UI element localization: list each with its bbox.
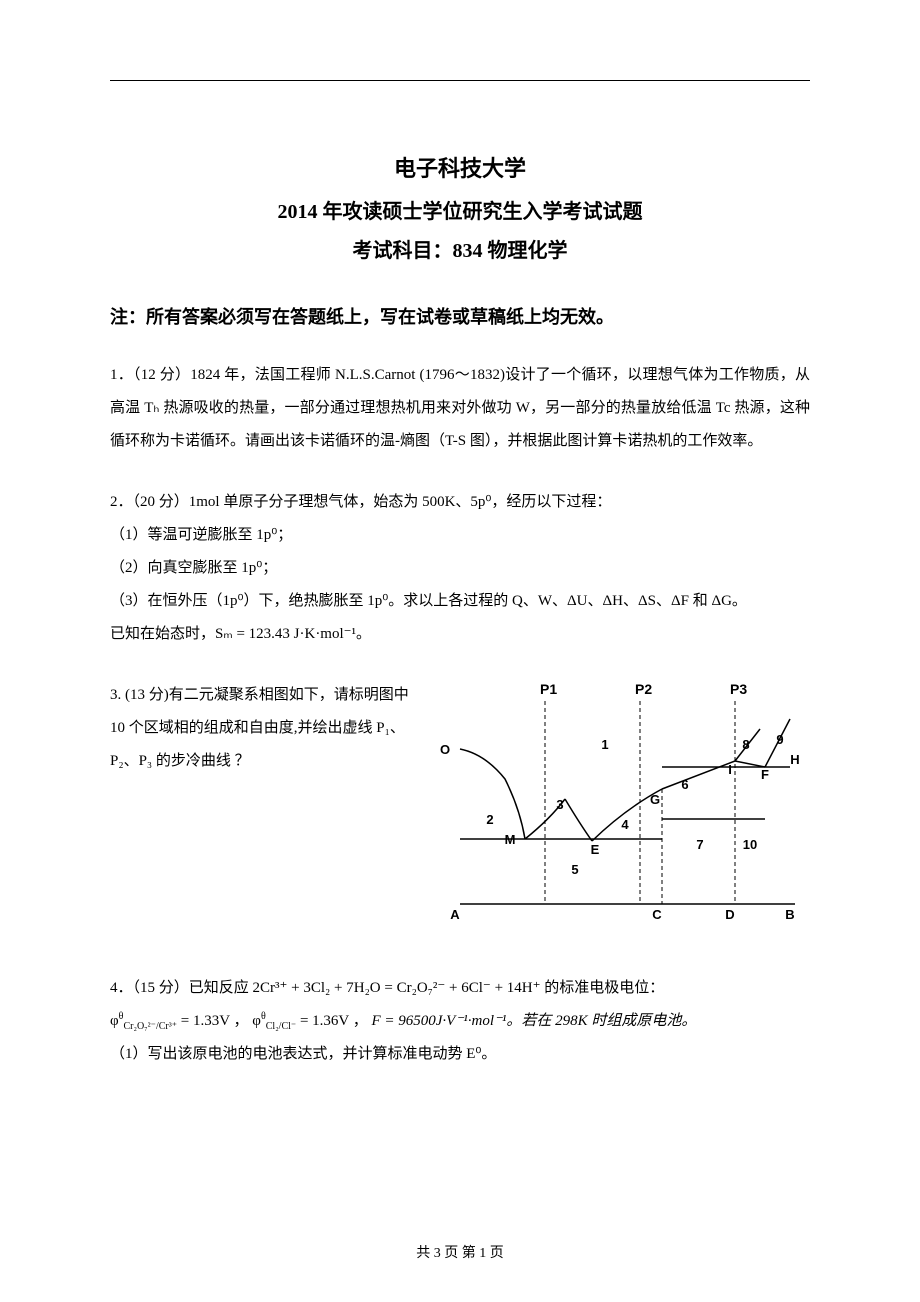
- exam-title: 2014 年攻读硕士学位研究生入学考试试题: [110, 195, 810, 224]
- svg-text:D: D: [725, 907, 734, 922]
- phi1-symbol: φ: [110, 1013, 119, 1029]
- q3-text: 3. (13 分)有二元凝聚系相图如下，请标明图中 10 个区域相的组成和自由度…: [110, 679, 410, 944]
- svg-text:B: B: [785, 907, 794, 922]
- svg-text:I: I: [728, 762, 732, 777]
- svg-text:3: 3: [556, 797, 563, 812]
- subject-line: 考试科目：834 物理化学: [110, 234, 810, 263]
- q2-item3: （3）在恒外压（1p⁰）下，绝热膨胀至 1p⁰。求以上各过程的 Q、W、ΔU、Δ…: [110, 585, 810, 618]
- phi1-sub: Cr₂O₇²⁻/Cr³⁺: [123, 1021, 177, 1032]
- q4-formula: φθCr₂O₇²⁻/Cr³⁺ = 1.33V ， φθCl₂/Cl⁻ = 1.3…: [110, 1005, 810, 1038]
- q4-intro: 4．（15 分）已知反应 2Cr³⁺ + 3Cl₂ + 7H₂O = Cr₂O₇…: [110, 972, 810, 1005]
- question-3: 3. (13 分)有二元凝聚系相图如下，请标明图中 10 个区域相的组成和自由度…: [110, 679, 810, 944]
- svg-text:2: 2: [486, 812, 493, 827]
- svg-text:C: C: [652, 907, 662, 922]
- phi2-symbol: φ: [252, 1013, 261, 1029]
- svg-text:6: 6: [681, 777, 688, 792]
- university-name: 电子科技大学: [110, 151, 810, 183]
- f-const: F = 96500J·V⁻¹·mol⁻¹。若在 298K 时组成原电池。: [371, 1013, 696, 1029]
- question-2: 2．（20 分）1mol 单原子分子理想气体，始态为 500K、5p⁰，经历以下…: [110, 486, 810, 651]
- notice-text: 注：所有答案必须写在答题纸上，写在试卷或草稿纸上均无效。: [110, 303, 810, 329]
- svg-text:H: H: [790, 752, 799, 767]
- svg-text:P3: P3: [730, 681, 747, 697]
- phi1-val: = 1.33V ，: [177, 1013, 249, 1029]
- q2-intro: 2．（20 分）1mol 单原子分子理想气体，始态为 500K、5p⁰，经历以下…: [110, 486, 810, 519]
- svg-text:4: 4: [621, 817, 629, 832]
- svg-text:P2: P2: [635, 681, 652, 697]
- svg-text:5: 5: [571, 862, 578, 877]
- phi2-sub: Cl₂/Cl⁻: [266, 1021, 296, 1032]
- q4-item1: （1）写出该原电池的电池表达式，并计算标准电动势 E⁰。: [110, 1038, 810, 1071]
- svg-text:A: A: [450, 907, 460, 922]
- svg-text:G: G: [650, 792, 660, 807]
- title-block: 电子科技大学 2014 年攻读硕士学位研究生入学考试试题 考试科目：834 物理…: [110, 151, 810, 263]
- top-rule: [110, 80, 810, 81]
- svg-text:M: M: [505, 832, 516, 847]
- svg-text:O: O: [440, 742, 450, 757]
- svg-text:F: F: [761, 767, 769, 782]
- svg-text:E: E: [591, 842, 600, 857]
- page-footer: 共 3 页 第 1 页: [0, 1242, 920, 1262]
- svg-text:7: 7: [696, 837, 703, 852]
- svg-text:8: 8: [742, 737, 749, 752]
- phi2-val: = 1.36V ，: [296, 1013, 368, 1029]
- phase-diagram-svg: P1 P2 P3 1 2 3 4 5 6 7 8 9 10 O M E A C D B G I F H: [430, 679, 810, 939]
- question-1: 1．（12 分）1824 年，法国工程师 N.L.S.Carnot (1796～…: [110, 359, 810, 458]
- question-4: 4．（15 分）已知反应 2Cr³⁺ + 3Cl₂ + 7H₂O = Cr₂O₇…: [110, 972, 810, 1071]
- q2-given: 已知在始态时，Sₘ = 123.43 J·K·mol⁻¹。: [110, 618, 810, 651]
- svg-text:9: 9: [776, 732, 783, 747]
- q3-diagram: P1 P2 P3 1 2 3 4 5 6 7 8 9 10 O M E A C D B G I F H: [430, 679, 810, 944]
- svg-text:P1: P1: [540, 681, 557, 697]
- q2-item2: （2）向真空膨胀至 1p⁰；: [110, 552, 810, 585]
- svg-text:10: 10: [743, 837, 757, 852]
- q2-item1: （1）等温可逆膨胀至 1p⁰；: [110, 519, 810, 552]
- exam-page: 电子科技大学 2014 年攻读硕士学位研究生入学考试试题 考试科目：834 物理…: [0, 0, 920, 1302]
- svg-text:1: 1: [601, 737, 608, 752]
